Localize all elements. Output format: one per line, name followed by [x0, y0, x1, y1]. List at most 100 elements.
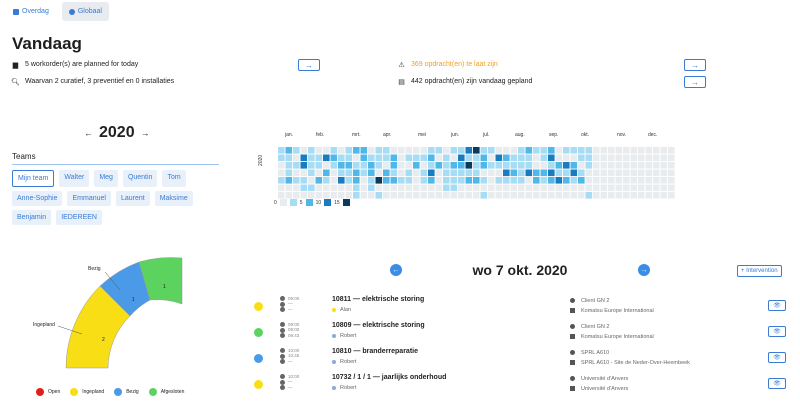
heatmap-cell[interactable] [450, 162, 458, 169]
heatmap-cell[interactable] [458, 177, 465, 184]
heatmap-cell[interactable] [338, 162, 345, 169]
heatmap-cell[interactable] [600, 184, 608, 192]
heatmap-cell[interactable] [503, 169, 510, 177]
heatmap-cell[interactable] [615, 147, 623, 154]
heatmap-cell[interactable] [608, 169, 615, 177]
heatmap-cell[interactable] [585, 192, 593, 199]
heatmap-cell[interactable] [510, 154, 518, 162]
heatmap-cell[interactable] [645, 147, 653, 154]
heatmap-cell[interactable] [308, 154, 315, 162]
heatmap-cell[interactable] [645, 154, 653, 162]
heatmap-cell[interactable] [285, 147, 293, 154]
heatmap-cell[interactable] [405, 169, 413, 177]
heatmap-cell[interactable] [383, 147, 390, 154]
heatmap-cell[interactable] [623, 192, 630, 199]
heatmap-cell[interactable] [488, 169, 495, 177]
heatmap-cell[interactable] [368, 177, 375, 184]
heatmap-cell[interactable] [368, 162, 375, 169]
task-row[interactable]: 10:00 — — 10732 / 1 / 1 — jaarlijks onde… [250, 374, 795, 400]
heatmap-cell[interactable] [435, 162, 443, 169]
heatmap-cell[interactable] [555, 184, 563, 192]
heatmap-cell[interactable] [420, 184, 428, 192]
team-chip[interactable]: Meg [94, 170, 118, 187]
heatmap-cell[interactable] [608, 147, 615, 154]
heatmap-cell[interactable] [293, 147, 300, 154]
heatmap-cell[interactable] [660, 192, 668, 199]
heatmap-cell[interactable] [300, 177, 308, 184]
heatmap-cell[interactable] [615, 154, 623, 162]
heatmap-cell[interactable] [473, 169, 480, 177]
heatmap-cell[interactable] [300, 162, 308, 169]
late-go-button[interactable]: → [684, 59, 706, 71]
heatmap-cell[interactable] [383, 169, 390, 177]
heatmap-cell[interactable] [420, 192, 428, 199]
heatmap-cell[interactable] [375, 177, 383, 184]
heatmap-cell[interactable] [278, 192, 285, 199]
heatmap-cell[interactable] [353, 184, 360, 192]
heatmap-cell[interactable] [488, 154, 495, 162]
heatmap-cell[interactable] [413, 162, 420, 169]
heatmap-cell[interactable] [413, 154, 420, 162]
heatmap-cell[interactable] [630, 192, 638, 199]
heatmap-cell[interactable] [630, 169, 638, 177]
heatmap-cell[interactable] [540, 162, 548, 169]
heatmap-cell[interactable] [345, 154, 353, 162]
heatmap-cell[interactable] [630, 162, 638, 169]
heatmap-cell[interactable] [390, 169, 398, 177]
heatmap-cell[interactable] [323, 147, 330, 154]
legend-item-planned[interactable]: Ingepland [70, 388, 104, 396]
heatmap-cell[interactable] [585, 184, 593, 192]
heatmap-cell[interactable] [623, 154, 630, 162]
team-chip[interactable]: Benjamin [12, 210, 52, 225]
heatmap-cell[interactable] [458, 154, 465, 162]
team-chip[interactable]: Maksime [154, 191, 193, 206]
heatmap-cell[interactable] [623, 169, 630, 177]
heatmap-cell[interactable] [548, 154, 555, 162]
heatmap-cell[interactable] [458, 147, 465, 154]
heatmap-cell[interactable] [278, 154, 285, 162]
heatmap-cell[interactable] [660, 177, 668, 184]
heatmap-cell[interactable] [450, 184, 458, 192]
heatmap-cell[interactable] [278, 162, 285, 169]
heatmap-cell[interactable] [338, 177, 345, 184]
task-title[interactable]: 10811 — elektrische storing [332, 296, 425, 303]
view-task-button[interactable]: 👁 [768, 300, 786, 311]
heatmap-cell[interactable] [630, 184, 638, 192]
heatmap-cell[interactable] [315, 192, 323, 199]
add-intervention-button[interactable]: + Intervention [737, 265, 782, 277]
heatmap-cell[interactable] [548, 147, 555, 154]
heatmap-cell[interactable] [480, 147, 488, 154]
heatmap-cell[interactable] [608, 162, 615, 169]
heatmap-cell[interactable] [488, 177, 495, 184]
heatmap-cell[interactable] [338, 154, 345, 162]
heatmap-cell[interactable] [353, 154, 360, 162]
heatmap-cell[interactable] [585, 169, 593, 177]
heatmap-cell[interactable] [398, 169, 405, 177]
heatmap-cell[interactable] [390, 162, 398, 169]
heatmap-cell[interactable] [398, 177, 405, 184]
heatmap-cell[interactable] [473, 192, 480, 199]
heatmap-cell[interactable] [390, 192, 398, 199]
heatmap-cell[interactable] [630, 154, 638, 162]
heatmap-cell[interactable] [638, 154, 645, 162]
heatmap-cell[interactable] [405, 147, 413, 154]
heatmap-cell[interactable] [593, 154, 600, 162]
heatmap-cell[interactable] [653, 184, 660, 192]
heatmap-cell[interactable] [645, 169, 653, 177]
heatmap-cell[interactable] [660, 147, 668, 154]
heatmap-cell[interactable] [578, 169, 585, 177]
heatmap-cell[interactable] [668, 184, 675, 192]
heatmap-cell[interactable] [405, 192, 413, 199]
heatmap-cell[interactable] [465, 147, 473, 154]
heatmap-cell[interactable] [555, 154, 563, 162]
heatmap-cell[interactable] [450, 177, 458, 184]
heatmap-cell[interactable] [653, 162, 660, 169]
heatmap-cell[interactable] [510, 169, 518, 177]
heatmap-cell[interactable] [488, 192, 495, 199]
heatmap-cell[interactable] [443, 162, 450, 169]
heatmap-cell[interactable] [638, 177, 645, 184]
heatmap-cell[interactable] [570, 154, 578, 162]
heatmap-cell[interactable] [428, 184, 435, 192]
heatmap-cell[interactable] [458, 192, 465, 199]
heatmap-cell[interactable] [353, 147, 360, 154]
